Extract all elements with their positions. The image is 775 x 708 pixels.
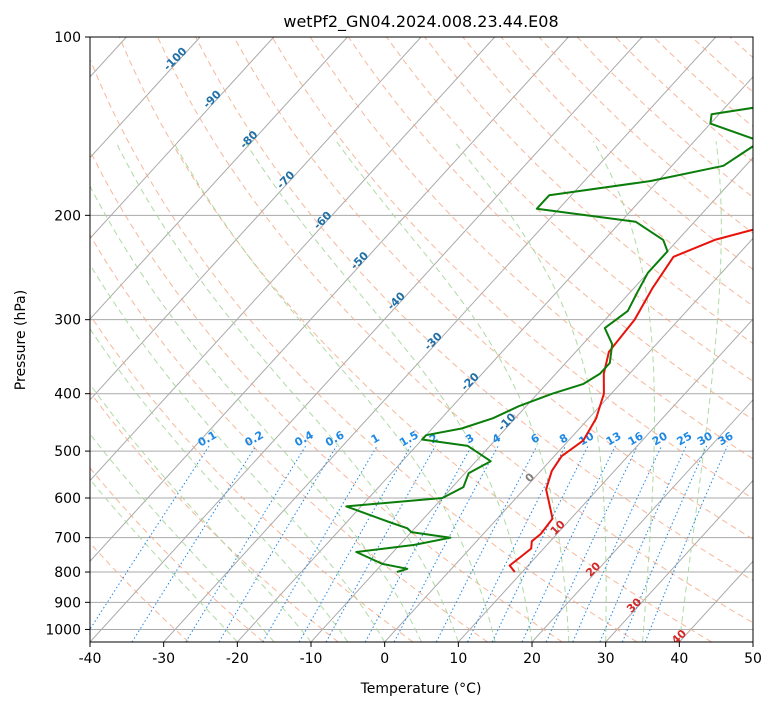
mixing-ratio-labels: 0.1 0.2 0.4 0.6 1 1.5 2 3 4 6 8 10 13 16 20 25 30 36 bbox=[196, 428, 736, 449]
dry-adiabat bbox=[271, 37, 753, 500]
dewpoint-profile bbox=[345, 106, 753, 573]
profiles bbox=[345, 106, 753, 573]
y-tick-label: 600 bbox=[54, 491, 81, 507]
background-lines bbox=[90, 37, 775, 642]
y-axis-title: Pressure (hPa) bbox=[13, 290, 29, 390]
mixing-ratio-line bbox=[599, 445, 687, 642]
moist-adiabat bbox=[90, 433, 275, 642]
x-tick-label: -30 bbox=[152, 651, 175, 667]
dry-adiabat bbox=[233, 37, 753, 540]
x-tick-label: 0 bbox=[380, 651, 389, 667]
y-tick-label: 500 bbox=[54, 444, 81, 460]
dry-adiabat bbox=[195, 37, 753, 582]
plot-area bbox=[90, 37, 753, 642]
dry-adiabat bbox=[90, 149, 563, 642]
isotherm-line bbox=[90, 37, 348, 320]
mixing-ratio-line bbox=[185, 445, 307, 642]
isotherm-line bbox=[531, 399, 753, 642]
mixing-ratio-line bbox=[262, 445, 378, 642]
isotherm-line bbox=[605, 479, 753, 642]
isotherm-line bbox=[752, 641, 753, 642]
x-axis-title: Temperature (°C) bbox=[360, 681, 482, 697]
dry-adiabat bbox=[768, 37, 775, 642]
mixing-ratio-line bbox=[325, 445, 436, 642]
isotherm-line bbox=[236, 76, 753, 642]
dry-adiabat bbox=[90, 234, 488, 642]
y-tick-label: 200 bbox=[54, 208, 81, 224]
mixing-ratio-line bbox=[131, 445, 257, 642]
temperature-profile bbox=[508, 228, 753, 573]
moist-adiabat bbox=[592, 141, 655, 642]
x-tick-label: -20 bbox=[226, 651, 249, 667]
mixing-ratio-line bbox=[90, 445, 210, 631]
x-tick-label: 40 bbox=[670, 651, 688, 667]
isotherm-line bbox=[384, 237, 753, 642]
mixing-ratio-line bbox=[218, 445, 338, 642]
moist-adiabat bbox=[244, 141, 533, 642]
dry-adiabat bbox=[386, 37, 753, 382]
y-tick-label: 300 bbox=[54, 313, 81, 329]
moist-adiabat bbox=[454, 140, 607, 642]
dry-adiabat bbox=[309, 37, 753, 460]
plot-frame bbox=[89, 36, 754, 643]
isotherm-line bbox=[90, 37, 496, 482]
y-tick-label: 900 bbox=[54, 595, 81, 611]
isotherm-line bbox=[90, 37, 422, 401]
moist-adiabat bbox=[335, 141, 570, 642]
mixing-ratio-line bbox=[467, 445, 566, 642]
dry-adiabat bbox=[118, 37, 712, 642]
moist-adiabat bbox=[90, 478, 238, 642]
dry-adiabat bbox=[90, 467, 264, 642]
y-tick-label: 1000 bbox=[45, 622, 81, 638]
moist-adiabat bbox=[90, 185, 422, 642]
y-tick-label: 100 bbox=[54, 30, 81, 46]
dry-adiabat bbox=[90, 542, 190, 642]
x-tick-label: 50 bbox=[744, 651, 762, 667]
isotherm-line bbox=[90, 37, 643, 642]
dry-adiabat bbox=[347, 37, 753, 421]
x-tick-label: -10 bbox=[300, 651, 323, 667]
x-tick-label: 20 bbox=[523, 651, 541, 667]
x-axis: -40 -30 -20 -10 0 10 20 30 40 50 bbox=[79, 642, 762, 667]
moist-adiabat bbox=[90, 383, 312, 642]
y-tick-label: 700 bbox=[54, 531, 81, 547]
isotherm-line bbox=[163, 37, 717, 642]
chart-title: wetPf2_GN04.2024.008.23.44.E08 bbox=[283, 12, 558, 32]
mixing-ratio-line bbox=[621, 445, 708, 642]
mixing-ratio-line bbox=[491, 445, 589, 642]
x-tick-label: 30 bbox=[597, 651, 615, 667]
isotherm-line bbox=[90, 37, 201, 159]
y-tick-label: 400 bbox=[54, 387, 81, 403]
y-axis: 100 200 300 400 500 600 700 800 900 1000 bbox=[45, 30, 90, 638]
x-tick-label: 10 bbox=[449, 651, 467, 667]
mixing-ratio-line bbox=[435, 445, 538, 642]
isotherm-line bbox=[90, 37, 275, 240]
isotherm-line bbox=[90, 37, 569, 563]
y-tick-label: 800 bbox=[54, 565, 81, 581]
isotherm-line bbox=[457, 318, 753, 642]
moist-adiabat bbox=[678, 141, 722, 642]
dry-adiabat bbox=[90, 58, 638, 642]
x-tick-label: -40 bbox=[79, 651, 102, 667]
